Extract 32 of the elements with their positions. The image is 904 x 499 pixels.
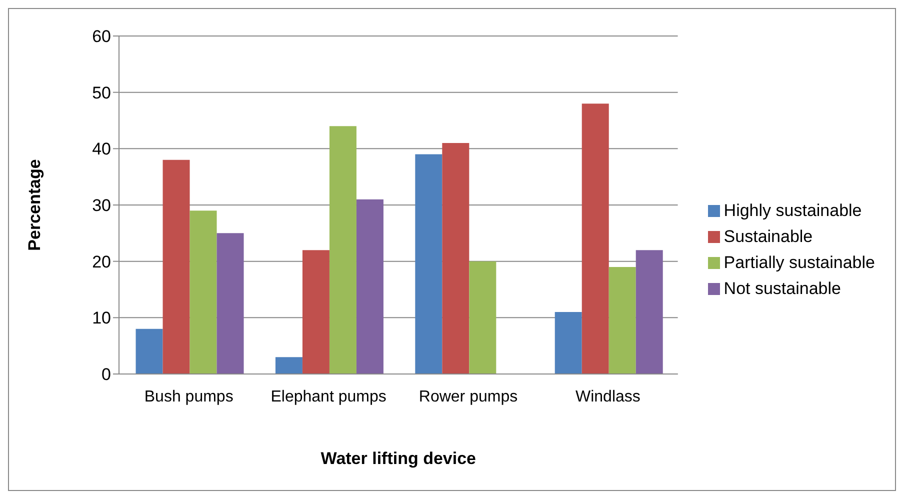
bar xyxy=(469,261,496,374)
y-tick-label: 20 xyxy=(92,252,111,272)
legend-label: Sustainable xyxy=(724,226,813,246)
bar xyxy=(608,266,636,374)
y-tick-label: 0 xyxy=(102,365,111,384)
y-axis-title: Percentage xyxy=(25,159,44,251)
bar xyxy=(275,357,302,374)
bar xyxy=(356,199,384,374)
y-tick-label: 50 xyxy=(92,83,111,102)
legend-label: Highly sustainable xyxy=(724,200,862,220)
legend-label: Partially sustainable xyxy=(724,252,875,272)
bar xyxy=(329,126,356,374)
y-tick-label: 10 xyxy=(92,308,111,328)
bar xyxy=(636,250,663,374)
bar xyxy=(162,160,190,374)
x-tick-label: Bush pumps xyxy=(144,388,234,406)
bar xyxy=(554,312,582,374)
bar xyxy=(582,104,609,374)
x-tick-label: Windlass xyxy=(575,388,640,406)
bar xyxy=(136,328,163,374)
bar xyxy=(442,143,470,374)
y-tick-label: 30 xyxy=(92,196,111,216)
y-tick-label: 60 xyxy=(92,27,111,46)
x-axis-title: Water lifting device xyxy=(320,449,476,468)
bar xyxy=(216,233,244,374)
x-tick-label: Elephant pumps xyxy=(270,388,386,406)
bar xyxy=(415,154,442,374)
bar xyxy=(302,250,330,374)
bar xyxy=(190,210,217,374)
legend-label: Not sustainable xyxy=(724,278,841,298)
y-tick-label: 40 xyxy=(92,140,111,159)
x-tick-label: Rower pumps xyxy=(418,388,518,406)
